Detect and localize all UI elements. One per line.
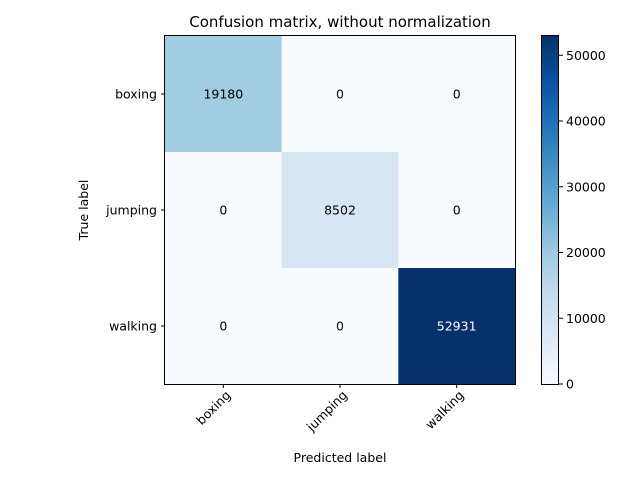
- cell-value-label: 0: [453, 87, 461, 102]
- colorbar-tick-label: 20000: [566, 245, 606, 260]
- colorbar: [541, 35, 559, 385]
- heatmap-cell: [281, 152, 399, 269]
- y-tick-label: jumping: [105, 203, 157, 218]
- heatmap-cell: [281, 36, 399, 153]
- cell-value-label: 8502: [324, 203, 356, 218]
- x-tick-label: boxing: [193, 388, 233, 428]
- chart-title: Confusion matrix, without normalization: [189, 13, 491, 31]
- cell-value-label: 52931: [437, 319, 477, 334]
- cell-value-label: 0: [219, 203, 227, 218]
- heatmap-cell: [165, 268, 283, 385]
- heatmap-cell-labels: 19180 0 0 0 8502 0 0 0 52931: [203, 87, 476, 334]
- cell-value-label: 0: [453, 203, 461, 218]
- cell-value-label: 0: [336, 87, 344, 102]
- colorbar-tick-label: 0: [566, 377, 574, 392]
- y-axis: boxing jumping walking: [105, 87, 165, 334]
- colorbar-tick-label: 10000: [566, 311, 606, 326]
- colorbar-axis: 0 10000 20000 30000 40000 50000: [559, 48, 606, 392]
- x-axis-label: Predicted label: [294, 450, 387, 465]
- x-tick-label: jumping: [303, 388, 350, 435]
- cell-value-label: 19180: [203, 87, 243, 102]
- heatmap-cells: [165, 36, 516, 385]
- x-axis: boxing jumping walking: [193, 384, 467, 435]
- heatmap-cell: [165, 36, 283, 153]
- cell-value-label: 0: [336, 319, 344, 334]
- heatmap-cell: [281, 268, 399, 385]
- y-tick-label: boxing: [115, 87, 157, 102]
- colorbar-tick-label: 50000: [566, 48, 606, 63]
- heatmap-cell: [398, 152, 516, 269]
- x-tick-label: walking: [422, 388, 467, 433]
- colorbar-tick-label: 40000: [566, 114, 606, 129]
- y-tick-label: walking: [109, 319, 157, 334]
- heatmap-cell: [165, 152, 283, 269]
- heatmap-cell: [398, 36, 516, 153]
- cell-value-label: 0: [219, 319, 227, 334]
- heatmap-cell: [398, 268, 516, 385]
- colorbar-tick-label: 30000: [566, 179, 606, 194]
- y-axis-label: True label: [76, 180, 91, 242]
